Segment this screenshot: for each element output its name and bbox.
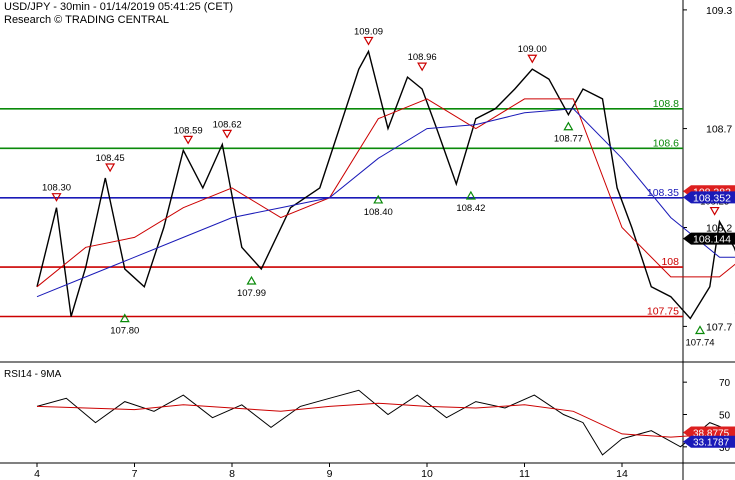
rsi-value-label: 33.1787	[693, 438, 730, 449]
x-tick-label: 4	[34, 468, 40, 480]
x-tick-label: 14	[616, 468, 628, 480]
resistance-marker	[105, 163, 116, 173]
y-tick-label: 108.7	[706, 124, 732, 136]
current-price-box	[683, 232, 735, 245]
high-label: 108.62	[213, 119, 242, 130]
resistance-marker	[417, 62, 428, 72]
x-tick-label: 8	[229, 468, 235, 480]
resistance-marker	[709, 206, 720, 216]
level-label: 107.75	[647, 306, 679, 318]
high-label: 108.96	[408, 52, 437, 63]
level-label: 108.8	[653, 98, 679, 110]
x-tick-label: 9	[327, 468, 333, 480]
rsi-tick-label: 70	[719, 378, 731, 389]
price-box	[683, 191, 735, 204]
price-line	[36, 49, 735, 320]
y-tick-label: 107.7	[706, 321, 732, 333]
rsi-value-box	[683, 435, 735, 448]
current-price-label: 108.144	[693, 234, 731, 246]
rsi-title: RSI14 - 9MA	[4, 369, 62, 380]
ma-line	[36, 98, 735, 288]
high-label: 109.00	[518, 44, 547, 55]
source-credit: Research © TRADING CENTRAL	[4, 14, 169, 26]
resistance-marker	[51, 193, 62, 202]
x-tick-label: 11	[519, 468, 530, 480]
ma-line	[36, 108, 735, 298]
chart-title: USD/JPY - 30min - 01/14/2019 05:41:25 (C…	[4, 1, 234, 13]
high-label: 109.09	[354, 26, 383, 37]
low-label: 107.80	[110, 326, 139, 337]
support-marker	[373, 194, 384, 204]
x-tick-label: 10	[421, 468, 433, 480]
low-label: 108.40	[364, 207, 393, 218]
level-label: 108.35	[647, 187, 679, 199]
high-label: 108.30	[42, 183, 71, 194]
support-marker	[119, 313, 130, 323]
rsi-value-box	[683, 426, 735, 439]
level-label: 108	[661, 256, 679, 268]
x-tick-label: 7	[132, 468, 138, 480]
rsi-value-label: 38.8775	[693, 428, 730, 439]
resistance-marker	[222, 129, 233, 139]
rsi-tick-label: 50	[719, 411, 731, 422]
support-marker	[563, 121, 574, 131]
resistance-marker	[527, 54, 538, 64]
resistance-marker	[183, 135, 194, 145]
support-marker	[246, 275, 257, 285]
low-label: 107.74	[685, 337, 714, 348]
rsi-ma-line	[36, 402, 735, 438]
low-label: 108.42	[456, 203, 485, 214]
high-label: 108.45	[96, 153, 125, 164]
rsi-line	[36, 389, 735, 456]
low-label: 108.77	[554, 134, 583, 145]
low-label: 107.99	[237, 288, 266, 299]
level-label: 108.6	[653, 137, 679, 149]
support-marker	[465, 190, 476, 200]
rsi-tick-label: 30	[719, 443, 731, 454]
price-box-label: 108.352	[693, 192, 731, 204]
support-marker	[694, 325, 706, 335]
high-label: 108.59	[174, 125, 203, 136]
y-tick-label: 109.3	[706, 5, 732, 17]
resistance-marker	[363, 36, 374, 46]
